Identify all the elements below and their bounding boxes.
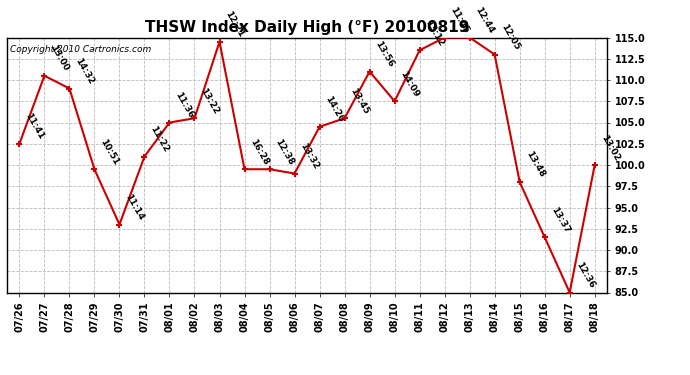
Text: 12:44: 12:44	[474, 5, 496, 35]
Text: 11:41: 11:41	[23, 112, 46, 141]
Text: 12:05: 12:05	[499, 22, 521, 52]
Text: 13:02: 13:02	[599, 133, 621, 162]
Text: 14:20: 14:20	[324, 94, 346, 124]
Text: 12:36: 12:36	[574, 260, 596, 290]
Text: 13:45: 13:45	[348, 86, 371, 116]
Text: 14:09: 14:09	[399, 69, 421, 99]
Text: 11:14: 11:14	[124, 192, 146, 222]
Text: 13:37: 13:37	[549, 205, 571, 234]
Text: 11:45: 11:45	[448, 5, 471, 35]
Text: Copyright 2010 Cartronics.com: Copyright 2010 Cartronics.com	[10, 45, 151, 54]
Text: 13:12: 13:12	[424, 18, 446, 48]
Text: 12:38: 12:38	[274, 137, 296, 166]
Text: 11:22: 11:22	[148, 124, 170, 154]
Text: 13:32: 13:32	[299, 141, 321, 171]
Text: 13:00: 13:00	[48, 44, 70, 73]
Text: 16:28: 16:28	[248, 137, 270, 166]
Text: 14:32: 14:32	[74, 56, 96, 86]
Text: 13:22: 13:22	[199, 86, 221, 116]
Text: 12:21: 12:21	[224, 10, 246, 39]
Title: THSW Index Daily High (°F) 20100819: THSW Index Daily High (°F) 20100819	[145, 20, 469, 35]
Text: 13:56: 13:56	[374, 39, 396, 69]
Text: 10:51: 10:51	[99, 137, 121, 166]
Text: 11:36: 11:36	[174, 90, 196, 120]
Text: 13:48: 13:48	[524, 150, 546, 179]
